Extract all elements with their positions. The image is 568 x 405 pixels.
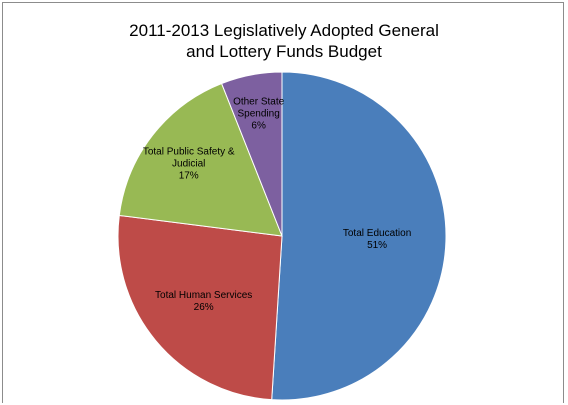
slice-percent-label-2: 17% [179, 171, 199, 182]
slice-category-label-3: Other State [233, 97, 285, 108]
slice-category-label-0: Total Education [343, 228, 411, 239]
chart-title-line-2: and Lottery Funds Budget [186, 42, 382, 61]
slice-percent-label-0: 51% [367, 240, 387, 251]
chart-title: 2011-2013 Legislatively Adopted General … [0, 20, 568, 62]
pie-slice-0 [271, 71, 447, 401]
chart-title-line-1: 2011-2013 Legislatively Adopted General [129, 21, 439, 40]
slice-category-label-1: Total Human Services [155, 290, 252, 301]
slice-percent-label-3: 6% [251, 121, 266, 132]
pie-slice-1 [117, 214, 283, 401]
pie-slice-3 [220, 71, 283, 237]
slice-category-label-3: Spending [238, 109, 280, 120]
pie-slice-2 [118, 82, 283, 237]
slice-percent-label-1: 26% [194, 302, 214, 313]
slice-category-label-2: Total Public Safety & [143, 147, 235, 158]
slice-category-label-2: Judicial [172, 159, 205, 170]
